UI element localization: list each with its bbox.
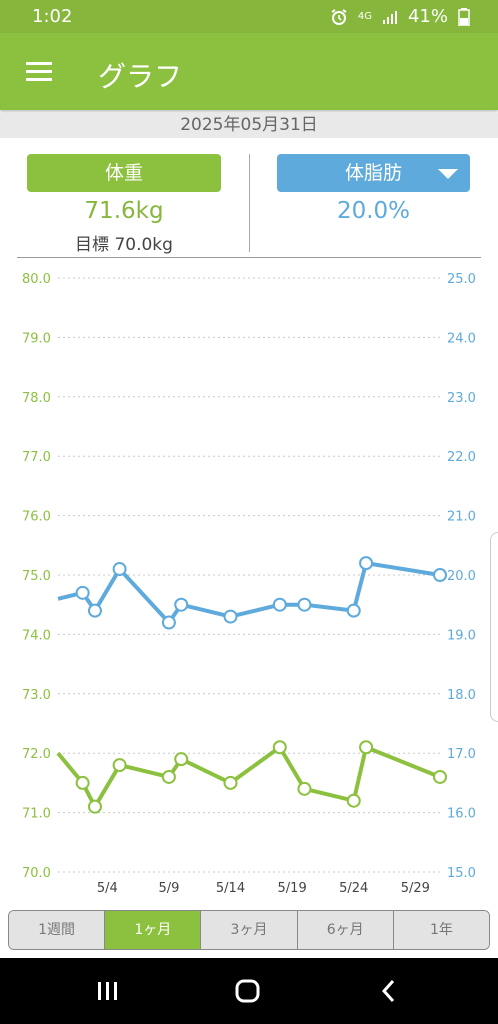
y-left-tick-label: 73.0 [22, 688, 51, 703]
date-label: 2025年05月31日 [0, 113, 498, 138]
y-right-tick-label: 21.0 [447, 510, 476, 525]
range-selector: 1週間 1ヶ月 3ヶ月 6ヶ月 1年 [8, 910, 490, 950]
y-left-tick-label: 78.0 [22, 391, 51, 406]
edge-panel-handle[interactable] [490, 532, 498, 722]
range-tab-4[interactable]: 1年 [393, 911, 489, 949]
data-point-weight [75, 775, 90, 790]
x-tick-label: 5/4 [97, 881, 118, 896]
data-point-body-fat [112, 562, 127, 577]
body-fat-dropdown[interactable]: 体脂肪 [277, 154, 470, 192]
y-left-tick-label: 71.0 [22, 807, 51, 822]
back-icon[interactable] [358, 958, 418, 1024]
y-right-tick-label: 15.0 [447, 866, 476, 881]
dropdown-caret-icon [438, 169, 458, 179]
data-point-weight [112, 758, 127, 773]
y-left-tick-label: 76.0 [22, 510, 51, 525]
data-point-body-fat [223, 609, 238, 624]
data-point-weight [161, 769, 176, 784]
y-right-tick-label: 18.0 [447, 688, 476, 703]
range-tab-1[interactable]: 1ヶ月 [105, 911, 202, 949]
y-left-tick-label: 80.0 [22, 272, 51, 287]
range-tab-3[interactable]: 6ヶ月 [297, 911, 394, 949]
x-tick-label: 5/24 [339, 881, 368, 896]
data-point-body-fat [75, 585, 90, 600]
app-bar: グラフ [0, 33, 498, 110]
chart-top-divider [17, 257, 481, 258]
weight-button[interactable]: 体重 [27, 154, 221, 192]
y-right-tick-label: 25.0 [447, 272, 476, 287]
data-point-body-fat [359, 556, 374, 571]
page-title: グラフ [98, 60, 183, 93]
y-left-tick-label: 77.0 [22, 450, 51, 465]
data-point-weight [346, 793, 361, 808]
y-left-tick-label: 74.0 [22, 628, 51, 643]
y-right-tick-label: 20.0 [447, 569, 476, 584]
alarm-icon [331, 8, 347, 25]
data-point-weight [87, 799, 102, 814]
battery-icon [458, 7, 470, 26]
data-point-weight [433, 769, 447, 784]
y-right-tick-label: 23.0 [447, 391, 476, 406]
battery-percent: 41% [407, 6, 448, 27]
series-line-weight [56, 745, 441, 809]
weight-goal: 目標 70.0kg [75, 235, 173, 255]
signal-icon [382, 10, 397, 24]
data-point-body-fat [87, 603, 102, 618]
summary-divider [249, 154, 250, 252]
data-point-body-fat [174, 597, 189, 612]
y-right-tick-label: 17.0 [447, 747, 476, 762]
weight-fat-chart[interactable]: 80.0 25.0 79.0 24.0 78.0 23.0 77.0 22.0 76.0 21.0… [0, 262, 498, 902]
home-icon[interactable] [218, 958, 278, 1024]
hamburger-menu-icon[interactable] [26, 62, 52, 82]
x-tick-label: 5/19 [278, 881, 307, 896]
body-fat-value: 20.0% [336, 198, 411, 224]
x-tick-label: 5/29 [401, 881, 430, 896]
body-fat-label: 体脂肪 [344, 162, 402, 184]
y-right-tick-label: 19.0 [447, 628, 476, 643]
x-tick-label: 5/9 [158, 881, 179, 896]
y-left-tick-label: 75.0 [22, 569, 51, 584]
y-right-tick-label: 16.0 [447, 807, 476, 822]
range-tab-0[interactable]: 1週間 [9, 911, 106, 949]
y-right-tick-label: 22.0 [447, 450, 476, 465]
data-point-body-fat [346, 603, 361, 618]
y-left-tick-label: 79.0 [22, 331, 51, 346]
data-point-body-fat [161, 615, 176, 630]
y-left-tick-label: 72.0 [22, 747, 51, 762]
data-point-body-fat [272, 597, 287, 612]
range-tab-2[interactable]: 3ヶ月 [201, 911, 298, 949]
data-point-weight [174, 752, 189, 767]
data-point-body-fat [433, 568, 447, 582]
data-point-weight [359, 740, 374, 755]
system-nav-bar [0, 958, 498, 1024]
x-tick-label: 5/14 [216, 881, 245, 896]
status-time: 1:02 [32, 6, 73, 27]
data-point-weight [223, 775, 238, 790]
status-icons: 4G 41% [330, 6, 470, 27]
network-type: 4G [357, 10, 372, 22]
data-point-weight [297, 781, 312, 796]
recent-apps-icon[interactable] [78, 958, 138, 1024]
weight-value: 71.6kg [84, 198, 164, 224]
y-left-tick-label: 70.0 [22, 866, 51, 881]
data-point-weight [272, 740, 287, 755]
y-right-tick-label: 24.0 [447, 331, 476, 346]
data-point-body-fat [297, 597, 312, 612]
status-bar: 1:02 4G 41% [0, 0, 498, 33]
